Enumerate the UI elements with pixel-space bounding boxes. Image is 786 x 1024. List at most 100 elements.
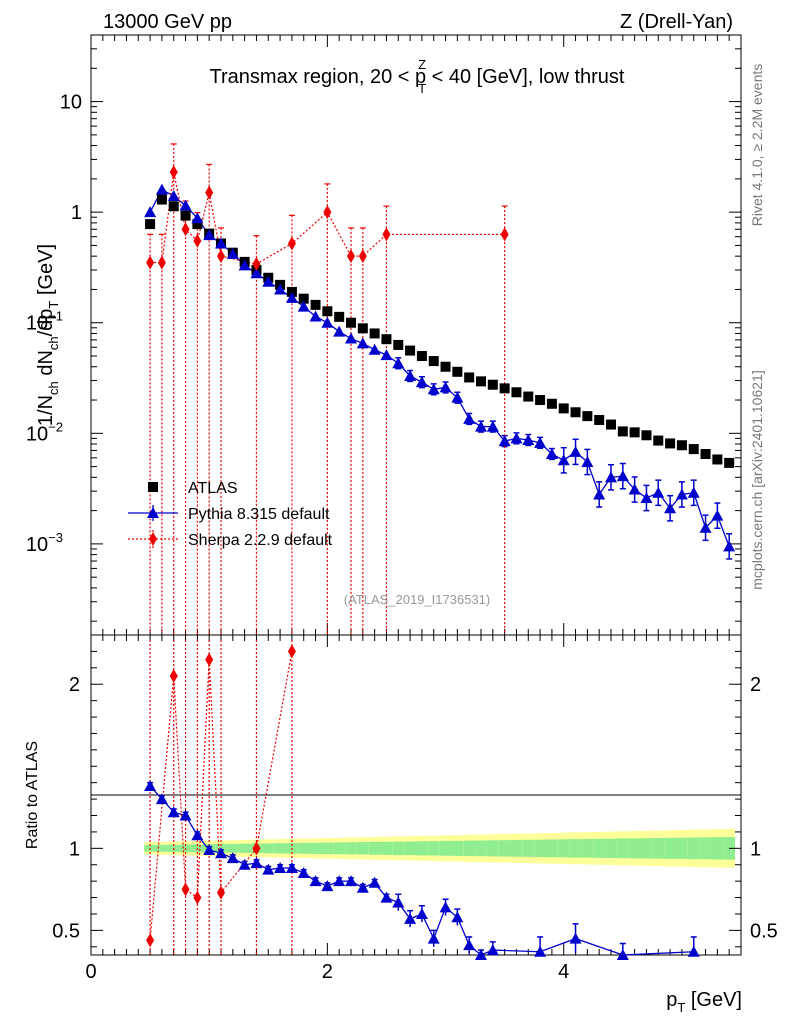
atlas-point — [168, 201, 179, 212]
pythia-point — [723, 540, 736, 552]
ratio-band-inner — [652, 837, 665, 859]
ratio-pythia-point — [297, 866, 310, 878]
legend-label: ATLAS — [188, 480, 238, 497]
atlas-point — [298, 293, 309, 304]
rivet-label: Rivet 4.1.0, ≥ 2.2M events — [749, 64, 765, 227]
ratio-pythia-point — [333, 875, 346, 887]
atlas-point — [428, 356, 439, 367]
pythia-point — [475, 420, 487, 432]
pythia-point — [628, 483, 641, 495]
pythia-point — [155, 183, 168, 195]
ratio-band-inner — [687, 837, 700, 860]
ratio-pythia-point — [238, 858, 251, 870]
ratio-pythia-point — [463, 939, 476, 951]
main-y-tick-label: 10 — [60, 92, 82, 114]
ratio-band-inner — [404, 841, 416, 856]
pythia-point — [545, 448, 558, 460]
atlas-point — [393, 339, 404, 350]
ratio-sherpa-point — [252, 841, 261, 856]
sherpa-point — [181, 222, 190, 237]
atlas-point — [688, 444, 699, 455]
ratio-pythia-point — [226, 852, 239, 864]
atlas-point — [653, 435, 664, 446]
mcplots-label: mcplots.cern.ch [arXiv:2401.10621] — [749, 370, 765, 589]
atlas-point — [145, 219, 156, 230]
ratio-pythia-point — [392, 896, 405, 908]
ratio-band-inner — [392, 841, 405, 856]
pythia-point — [699, 521, 712, 533]
atlas-point — [558, 403, 569, 414]
ratio-band-inner — [581, 838, 594, 858]
atlas-point — [346, 317, 356, 328]
ratio-band-inner — [711, 837, 724, 860]
atlas-point — [416, 351, 427, 362]
atlas-point — [192, 219, 203, 230]
ratio-pythia-point — [356, 881, 369, 893]
pythia-point — [226, 247, 239, 259]
legend-atlas-marker — [148, 482, 158, 492]
ratio-band-inner — [616, 838, 629, 859]
ratio-pythia-point — [215, 847, 227, 859]
ratio-band-inner — [297, 842, 310, 854]
pythia-point — [711, 509, 724, 521]
sherpa-point — [157, 255, 166, 270]
pythia-point — [368, 343, 381, 355]
pythia-point — [415, 376, 428, 388]
pythia-point — [522, 434, 535, 446]
ratio-pythia-point — [262, 863, 275, 875]
pythia-point — [569, 445, 582, 457]
pythia-point — [297, 300, 310, 312]
ratio-band-inner — [416, 841, 428, 856]
atlas-point — [369, 328, 380, 339]
ratio-panel: 0.5 0.5 1 1 2 2 0 2 4 Ratio to ATLAS pT [GeV] — [24, 634, 778, 1015]
pythia-point — [675, 488, 688, 500]
svg-text:1/Nch dNch/dpT [GeV]: 1/Nch dNch/dpT [GeV] — [35, 244, 61, 426]
pythia-point — [309, 310, 322, 322]
ratio-sherpa-point — [181, 882, 190, 897]
main-y-tick-label: 1 — [71, 202, 82, 224]
pythia-point — [404, 369, 417, 381]
pythia-point — [191, 212, 204, 224]
main-y-axis-label: 1/Nch dNch/dpT [GeV] — [35, 244, 61, 426]
ratio-band-inner — [605, 838, 617, 859]
ratio-pythia-point — [155, 793, 168, 805]
atlas-point — [156, 194, 167, 205]
ratio-band-inner — [321, 842, 334, 855]
pythia-point — [333, 325, 346, 337]
atlas-point — [452, 366, 463, 377]
pythia-point — [144, 206, 157, 218]
sherpa-point — [252, 256, 261, 271]
ratio-pythia-point — [451, 911, 464, 923]
ratio-pythia-point — [203, 843, 216, 855]
pythia-point — [652, 486, 665, 498]
ratio-band-inner — [593, 838, 606, 858]
ratio-sherpa-point — [287, 644, 296, 659]
x-tick-label: 4 — [558, 961, 569, 983]
ratio-band-inner — [664, 837, 676, 859]
pythia-point — [238, 259, 251, 271]
pythia-point — [534, 436, 547, 448]
sherpa-point — [323, 205, 332, 220]
ratio-sherpa-line — [149, 651, 293, 941]
ratio-band-inner — [640, 838, 653, 859]
atlas-point — [511, 387, 522, 398]
atlas-point — [570, 407, 581, 418]
pythia-point — [640, 492, 653, 504]
pythia-point — [498, 435, 511, 447]
ratio-y-tick-labels: 0.5 0.5 1 1 2 2 — [52, 674, 778, 942]
atlas-point — [487, 379, 498, 390]
ratio-band-inner — [498, 840, 511, 857]
pythia-point — [439, 381, 452, 393]
ratio-sherpa-point — [146, 933, 155, 948]
pythia-point — [616, 470, 629, 482]
ratio-sherpa-point — [217, 885, 225, 900]
ratio-band-inner — [333, 842, 346, 855]
atlas-point — [546, 398, 557, 409]
atlas-point — [476, 376, 486, 387]
ratio-pythia-point — [321, 880, 334, 892]
ratio-pythia-point — [345, 875, 357, 887]
main-y-tick-label: 10−3 — [26, 530, 63, 556]
atlas-point — [334, 311, 345, 322]
ratio-pythia-point — [285, 862, 298, 874]
